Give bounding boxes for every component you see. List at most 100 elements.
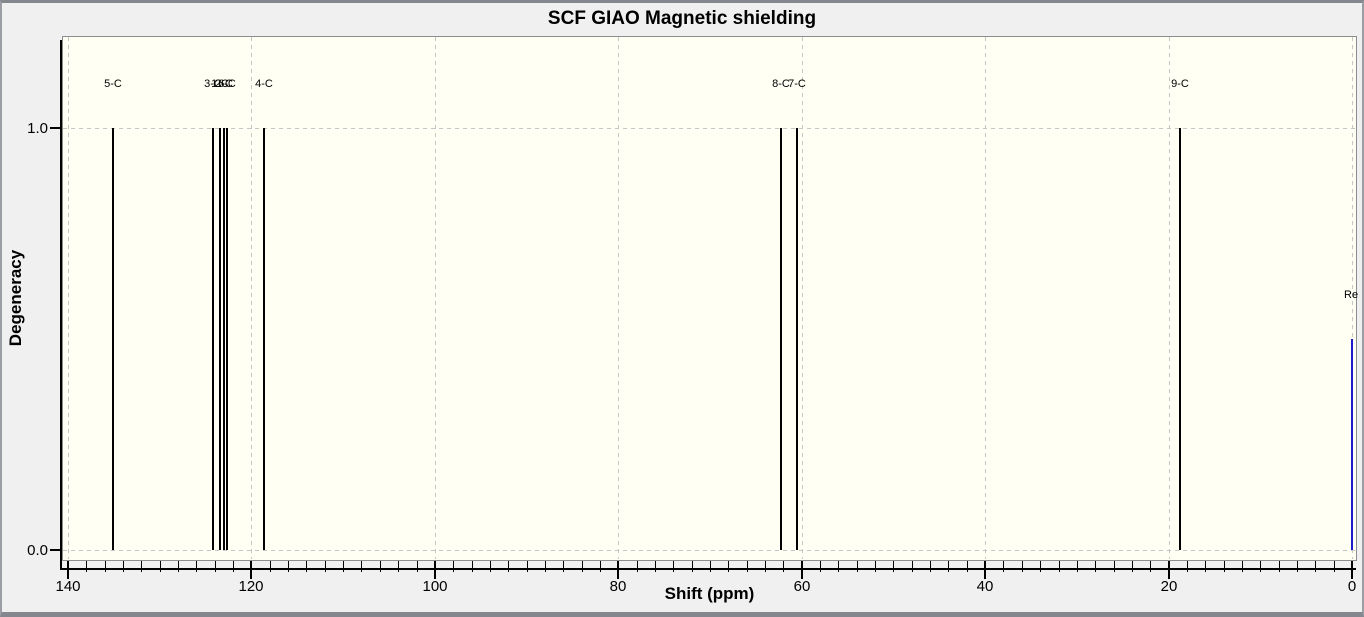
x-minor-tick [948, 561, 949, 572]
x-gridline [618, 37, 619, 559]
x-gridline [985, 37, 986, 559]
x-minor-tick [1297, 561, 1298, 572]
x-minor-tick [582, 561, 583, 572]
x-major-tick [984, 561, 986, 579]
peak-line [112, 128, 114, 550]
x-minor-tick [1334, 561, 1335, 572]
x-minor-tick [105, 561, 106, 572]
x-minor-tick [380, 561, 381, 572]
peak-line [212, 128, 214, 550]
x-minor-tick [1040, 561, 1041, 572]
x-gridline [251, 37, 252, 559]
x-axis-title: Shift (ppm) [664, 584, 755, 603]
x-major-tick [250, 561, 252, 579]
x-minor-tick [1059, 561, 1060, 572]
x-major-tick [617, 561, 619, 579]
x-minor-tick [563, 561, 564, 572]
x-minor-tick [1095, 561, 1096, 572]
peak-label: 5-C [104, 78, 122, 90]
chart-title: SCF GIAO Magnetic shielding [547, 8, 817, 29]
x-minor-tick [673, 561, 674, 572]
x-minor-tick [728, 561, 729, 572]
x-minor-tick [1224, 561, 1225, 572]
x-minor-tick [123, 561, 124, 572]
x-minor-tick [160, 561, 161, 572]
x-minor-tick [1187, 561, 1188, 572]
x-minor-tick [1260, 561, 1261, 572]
x-minor-tick [490, 561, 491, 572]
x-gridline [435, 37, 436, 559]
peak-label: 2-C [215, 78, 233, 90]
x-minor-tick [838, 561, 839, 572]
x-minor-tick [783, 561, 784, 572]
y-gridline [63, 550, 1355, 551]
peak-label: 7-C [788, 78, 806, 90]
x-minor-tick [1315, 561, 1316, 572]
x-minor-tick [196, 561, 197, 572]
x-major-tick [1168, 561, 1170, 579]
x-minor-tick [747, 561, 748, 572]
x-minor-tick [472, 561, 473, 572]
peak-label: 3-C [204, 78, 222, 90]
x-minor-tick [215, 561, 216, 572]
x-tick-label: 140 [55, 578, 81, 595]
x-minor-tick [178, 561, 179, 572]
x-tick-label: 20 [1160, 578, 1178, 595]
x-minor-tick [453, 561, 454, 572]
x-minor-tick [893, 561, 894, 572]
x-minor-tick [1205, 561, 1206, 572]
x-minor-tick [343, 561, 344, 572]
peak-line [263, 128, 265, 550]
x-minor-tick [967, 561, 968, 572]
x-major-tick [801, 561, 803, 579]
x-gridline [68, 37, 69, 559]
x-minor-tick [655, 561, 656, 572]
x-minor-tick [1279, 561, 1280, 572]
x-tick-label: 120 [238, 578, 264, 595]
x-minor-tick [545, 561, 546, 572]
x-minor-tick [1003, 561, 1004, 572]
peak-label: 9-C [1171, 78, 1189, 90]
reference-peak-line [1351, 339, 1353, 550]
x-tick-label: 80 [609, 578, 627, 595]
peak-line [1179, 128, 1181, 550]
x-major-tick [1351, 561, 1353, 579]
x-tick-label: 0 [1347, 578, 1357, 595]
x-tick-label: 100 [422, 578, 448, 595]
y-axis-line [60, 40, 62, 570]
x-minor-tick [508, 561, 509, 572]
x-minor-tick [270, 561, 271, 572]
x-minor-tick [1077, 561, 1078, 572]
peak-line [780, 128, 782, 550]
x-minor-tick [325, 561, 326, 572]
x-minor-tick [692, 561, 693, 572]
x-minor-tick [141, 561, 142, 572]
x-minor-tick [875, 561, 876, 572]
peak-line [796, 128, 798, 550]
x-gridline [1169, 37, 1170, 559]
y-axis-title: Degeneracy [6, 249, 25, 347]
x-minor-tick [600, 561, 601, 572]
x-minor-tick [765, 561, 766, 572]
peak-line [219, 128, 221, 550]
x-minor-tick [912, 561, 913, 572]
x-tick-label: 60 [793, 578, 811, 595]
x-minor-tick [527, 561, 528, 572]
x-minor-tick [417, 561, 418, 572]
x-tick-label: 40 [976, 578, 994, 595]
peak-label: 6-C [218, 78, 236, 90]
y-tick-label: 0.0 [27, 542, 48, 559]
x-major-tick [67, 561, 69, 579]
x-minor-tick [857, 561, 858, 572]
y-tick-label: 1.0 [27, 120, 48, 137]
x-minor-tick [288, 561, 289, 572]
plot-area[interactable] [62, 36, 1357, 561]
reference-peak-label: Re [1344, 289, 1359, 301]
x-minor-tick [1242, 561, 1243, 572]
x-minor-tick [398, 561, 399, 572]
x-minor-tick [86, 561, 87, 572]
x-minor-tick [637, 561, 638, 572]
x-minor-tick [820, 561, 821, 572]
